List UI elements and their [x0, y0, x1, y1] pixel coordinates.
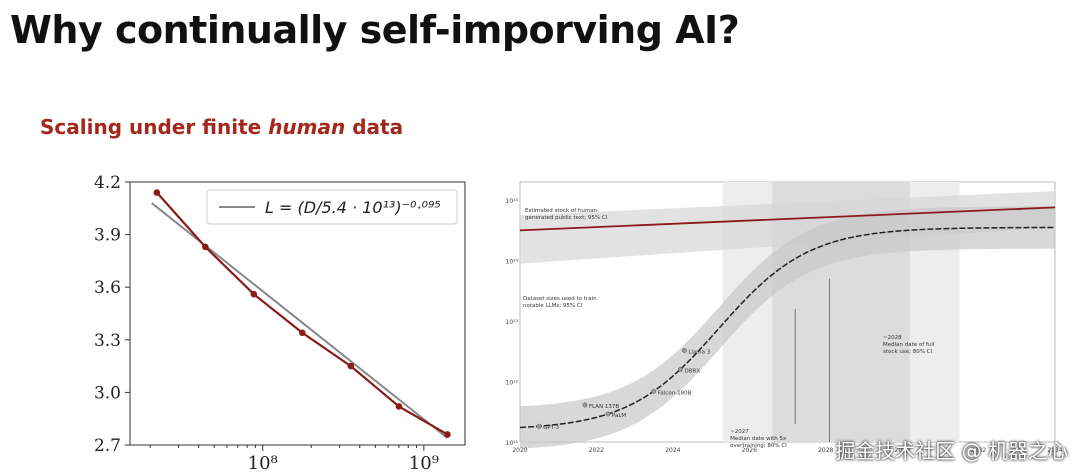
data-point — [444, 431, 451, 438]
legend-box — [206, 189, 458, 225]
data-point — [202, 243, 209, 251]
model-label: PaLM — [612, 413, 627, 419]
data-point — [347, 362, 355, 370]
x-tick-label: 2032 — [971, 447, 986, 454]
y-tick-label: 10¹¹ — [506, 440, 519, 447]
data-stock-projection-chart: 10¹¹ 10¹² 10¹³ 10¹⁴ 10¹⁵ 2020 2022 2024 2026 2028… — [506, 181, 1063, 454]
y-tick-label: 3.6 — [94, 278, 121, 298]
model-label: Falcon-180B — [658, 390, 692, 396]
y-tick-label: 10¹² — [506, 380, 519, 387]
model-label: FLAN 137B — [589, 404, 619, 410]
x-tick-label: 10⁹ — [409, 453, 439, 470]
model-label: Llama 3 — [688, 349, 710, 355]
y-tick-label: 10¹⁴ — [506, 259, 519, 266]
y-tick-label: 3.9 — [94, 226, 121, 246]
dataset-ci-band — [520, 206, 1055, 449]
y-tick-label: 3.0 — [94, 383, 121, 403]
model-point — [681, 348, 687, 353]
date-annotation-2027: ~2027 Median date with 5x overtraining; 80… — [730, 429, 787, 449]
data-point — [153, 189, 161, 196]
slide-title: Why continually self-imporving AI? — [10, 8, 740, 52]
data-point — [395, 403, 403, 410]
scaling-law-chart: 2.7 3.0 3.3 3.6 3.9 4.2 10⁸ 10⁹ L = (D/5.4 · 10¹… — [94, 173, 466, 470]
x-tick-label: 10⁸ — [248, 453, 278, 470]
stock-trend-line — [519, 206, 1056, 232]
model-point — [678, 366, 683, 372]
subtitle-emphasis: human — [268, 115, 346, 139]
model-label: GPT-3 — [543, 425, 559, 431]
model-point — [605, 411, 611, 417]
model-label: DBRX — [685, 368, 701, 374]
model-point — [536, 423, 542, 429]
date-annotation-2028: ~2028 Median date of full stock use; 80% C… — [883, 335, 935, 355]
y-tick-label: 3.3 — [94, 331, 121, 351]
data-point — [299, 329, 306, 337]
dataset-annotation: Dataset sizes used to train notable LLMs;… — [523, 296, 597, 309]
x-tick-label: 2026 — [742, 447, 757, 454]
model-point — [582, 402, 588, 408]
subtitle-post: data — [345, 115, 404, 139]
slide-subtitle: Scaling under finite human data — [40, 115, 403, 139]
x-tick-label: 2030 — [895, 447, 910, 454]
y-tick-label: 4.2 — [94, 173, 121, 193]
x-tick-label: 2028 — [818, 447, 833, 454]
legend-label: L = (D/5.4 · 10¹³)⁻⁰·⁰⁹⁵ — [265, 198, 441, 217]
data-point — [250, 290, 258, 298]
y-tick-label: 2.7 — [94, 436, 121, 456]
x-tick-label: 2034 — [1047, 447, 1062, 454]
stock-annotation: Estimated stock of human-generated publi… — [525, 208, 608, 221]
watermark: 掘金技术社区 @ 机器之心 — [835, 439, 1068, 463]
subtitle-pre: Scaling under finite — [40, 115, 269, 139]
y-tick-label: 10¹⁵ — [506, 198, 519, 205]
x-tick-label: 2024 — [665, 447, 680, 454]
x-tick-label: 2022 — [589, 447, 604, 454]
x-tick-label: 2020 — [512, 447, 527, 454]
model-point — [651, 388, 657, 394]
y-tick-label: 10¹³ — [506, 319, 519, 326]
